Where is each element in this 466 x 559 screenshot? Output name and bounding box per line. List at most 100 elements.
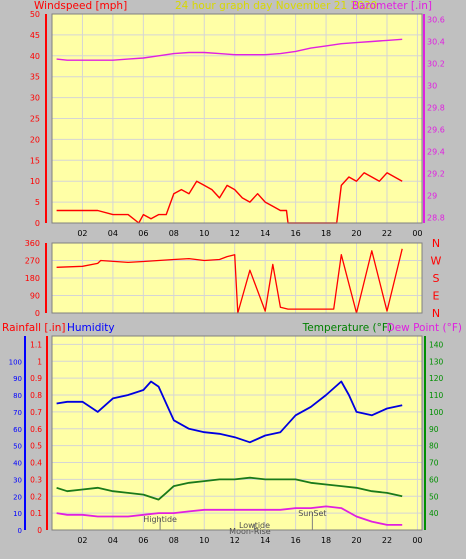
wind-y-tick-label: 10 (30, 177, 40, 186)
rain-y-tick-label: 0.2 (30, 492, 42, 501)
dir-y-tick-label: 270 (25, 257, 40, 266)
plot-frame-hum (51, 335, 423, 531)
x-tick-label-wind: 18 (321, 229, 331, 238)
rainfall-axis-label: Rainfall [.in] (2, 322, 65, 334)
x-tick-label-wind: 10 (199, 229, 209, 238)
temp-y-tick-label: 130 (429, 357, 444, 366)
x-tick-label-wind: 12 (230, 229, 240, 238)
rain-y-tick-label: 0.4 (30, 459, 42, 468)
compass-label: N (432, 237, 440, 250)
marker-label: Lowtide (239, 521, 270, 530)
baro-y-tick-label: 28.8 (427, 214, 445, 223)
plot-frame-dir (51, 242, 423, 314)
x-tick-label-hum: 00 (412, 536, 422, 545)
temp-y-tick-label: 100 (429, 408, 444, 417)
barometer-line (56, 38, 403, 61)
temp-y-tick-label: 140 (429, 340, 444, 349)
humidity-y-tick-label: 50 (13, 443, 22, 451)
dir-y-tick-label: 180 (25, 274, 40, 283)
x-tick-label-wind: 16 (291, 229, 301, 238)
wind-y-tick-label: 15 (30, 156, 40, 165)
x-tick-label-wind: 14 (260, 229, 270, 238)
wind-y-tick-label: 40 (30, 52, 40, 61)
plot-area-hum (52, 336, 422, 530)
baro-y-tick-label: 29 (427, 192, 437, 201)
wind-direction-line (56, 248, 403, 314)
x-tick-label-hum: 14 (260, 536, 270, 545)
x-tick-label-hum: 16 (291, 536, 301, 545)
temp-y-tick-label: 50 (429, 492, 439, 501)
x-tick-label-wind: 06 (138, 229, 148, 238)
baro-y-tick-label: 29.2 (427, 170, 445, 179)
wind-y-tick-label: 45 (30, 31, 40, 40)
humidity-y-tick-label: 90 (13, 375, 22, 383)
rain-y-tick-label: 0.8 (30, 391, 42, 400)
x-tick-label-hum: 12 (230, 536, 240, 545)
baro-y-tick-label: 29.8 (427, 104, 445, 113)
x-tick-label-wind: 20 (351, 229, 361, 238)
temp-y-tick-label: 40 (429, 509, 439, 518)
temp-y-tick-label: 120 (429, 374, 444, 383)
dewpoint-line (56, 505, 403, 526)
humidity-y-tick-label: 20 (13, 493, 22, 501)
baro-y-tick-label: 29.4 (427, 148, 445, 157)
temperature-axis-label: Temperature (°F) (302, 322, 392, 334)
x-tick-label-hum: 08 (169, 536, 179, 545)
x-tick-label-hum: 02 (77, 536, 87, 545)
dewpoint-axis-label: Dew Point (°F) (387, 322, 462, 334)
humidity-y-tick-label: 100 (9, 358, 22, 366)
humidity-y-tick-label: 80 (13, 392, 22, 400)
rain-y-tick-label: 0.5 (30, 442, 42, 451)
baro-y-tick-label: 29.6 (427, 126, 445, 135)
temp-y-tick-label: 80 (429, 442, 439, 451)
plot-frame-wind (51, 13, 423, 224)
rain-y-tick-label: 0.9 (30, 374, 42, 383)
temperature-line (56, 476, 403, 501)
wind-y-tick-label: 50 (30, 10, 40, 19)
wind-y-tick-label: 20 (30, 135, 40, 144)
x-tick-label-hum: 22 (382, 536, 392, 545)
x-tick-label-hum: 20 (351, 536, 361, 545)
x-tick-label-wind: 08 (169, 229, 179, 238)
compass-label: N (432, 307, 440, 320)
compass-label: E (433, 290, 440, 303)
windspeed-line (56, 172, 403, 224)
humidity-y-tick-label: 70 (13, 409, 22, 417)
x-tick-label-hum: 18 (321, 536, 331, 545)
x-tick-label-wind: 04 (108, 229, 118, 238)
windspeed-axis-label: Windspeed [mph] (34, 0, 127, 12)
wind-y-tick-label: 25 (30, 115, 40, 124)
baro-y-tick-label: 30.4 (427, 38, 445, 47)
dir-y-tick-label: 0 (35, 309, 40, 318)
temp-y-tick-label: 90 (429, 425, 439, 434)
rain-y-tick-label: 0 (37, 526, 42, 535)
humidity-y-tick-label: 30 (13, 476, 22, 484)
dir-y-tick-label: 360 (25, 239, 40, 248)
baro-y-tick-label: 30.6 (427, 16, 445, 25)
rain-y-tick-label: 0.6 (30, 425, 42, 434)
barometer-axis-label: Barometer [.in] (352, 0, 432, 12)
x-tick-label-wind: 22 (382, 229, 392, 238)
temp-y-tick-label: 70 (429, 459, 439, 468)
x-tick-label-wind: 02 (77, 229, 87, 238)
humidity-line (56, 380, 403, 444)
baro-y-tick-label: 30.2 (427, 60, 445, 69)
marker-label: Moon-Rise (229, 527, 271, 536)
rain-y-tick-label: 0.7 (30, 408, 42, 417)
x-tick-label-hum: 04 (108, 536, 118, 545)
temp-y-tick-label: 60 (429, 475, 439, 484)
rain-y-tick-label: 0.3 (30, 475, 42, 484)
x-tick-label-hum: 06 (138, 536, 148, 545)
x-tick-label-hum: 10 (199, 536, 209, 545)
humidity-y-tick-label: 0 (18, 527, 22, 535)
humidity-y-tick-label: 10 (13, 510, 22, 518)
humidity-axis-label: Humidity (67, 322, 115, 334)
dir-y-tick-label: 90 (30, 292, 40, 301)
wind-y-tick-label: 0 (35, 219, 40, 228)
temp-y-tick-label: 110 (429, 391, 444, 400)
wind-y-tick-label: 35 (30, 73, 40, 82)
baro-y-tick-label: 30 (427, 82, 437, 91)
humidity-y-tick-label: 40 (13, 460, 22, 468)
